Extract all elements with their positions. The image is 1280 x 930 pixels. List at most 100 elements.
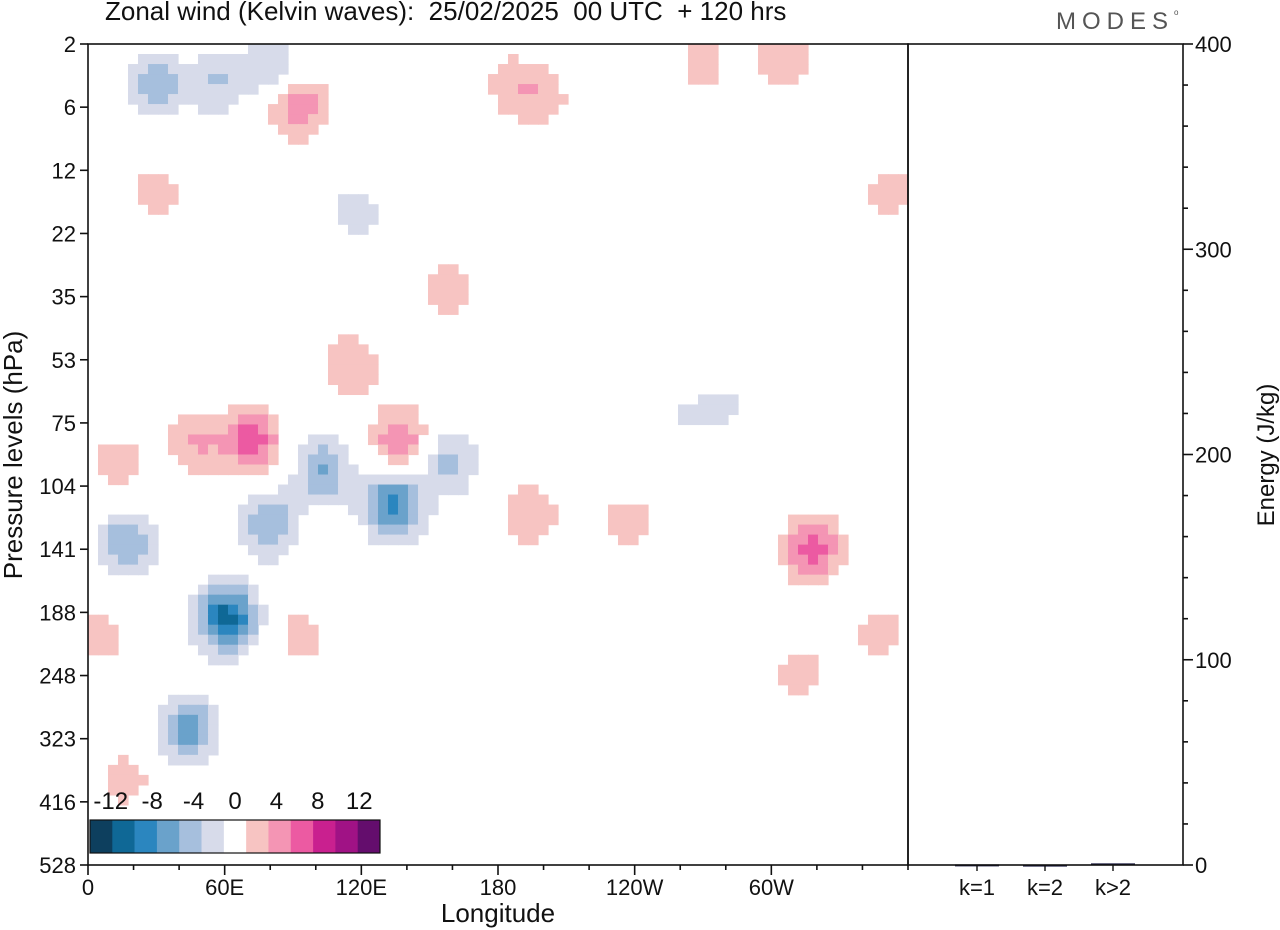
heat-cell	[258, 414, 269, 426]
heat-cell	[158, 204, 169, 215]
heat-cell	[238, 74, 249, 85]
heat-cell	[178, 84, 189, 95]
heat-cell	[98, 554, 109, 566]
heat-cell	[518, 484, 529, 496]
heat-cell	[278, 94, 289, 105]
heat-cell	[158, 184, 169, 195]
heat-cell	[388, 494, 399, 506]
heat-cell	[128, 784, 139, 796]
heat-cell	[828, 554, 839, 566]
heat-cell	[788, 524, 799, 536]
heat-cell	[828, 564, 839, 576]
heat-cell	[118, 754, 129, 766]
heat-cell	[228, 634, 239, 646]
y-tick-label: 75	[52, 411, 76, 436]
heat-cell	[878, 634, 889, 646]
heat-cell	[248, 544, 259, 556]
colorbar-tick-label: -12	[93, 788, 128, 815]
colorbar	[89, 819, 381, 854]
heat-cell	[358, 204, 369, 215]
heat-cell	[868, 194, 879, 205]
heat-cell	[268, 434, 279, 446]
y-tick-label: 248	[39, 664, 76, 689]
heat-cell	[388, 534, 399, 546]
heat-cell	[708, 54, 719, 65]
heat-cell	[268, 424, 279, 436]
heat-cell	[308, 94, 319, 105]
heat-cell	[168, 714, 179, 726]
heat-cell	[428, 274, 439, 285]
heat-cell	[418, 484, 429, 496]
heat-cell	[168, 54, 179, 65]
heat-cell	[398, 454, 409, 466]
heat-cell	[378, 424, 389, 436]
heat-cell	[438, 434, 449, 446]
heat-cell	[288, 134, 299, 145]
heat-cell	[248, 424, 259, 436]
heat-cell	[188, 74, 199, 85]
heat-cell	[318, 104, 329, 115]
heat-cell	[558, 94, 569, 105]
heat-cell	[458, 484, 469, 496]
y-tick-label: 416	[39, 790, 76, 815]
heat-cell	[338, 354, 349, 365]
heat-cell	[278, 44, 289, 55]
heat-cell	[198, 604, 209, 616]
heat-cell	[868, 184, 879, 195]
heat-cell	[188, 614, 199, 626]
heat-cell	[208, 714, 219, 726]
heat-cell	[228, 654, 239, 666]
heat-cell	[198, 94, 209, 105]
heat-cell	[538, 104, 549, 115]
heat-cell	[128, 764, 139, 776]
heat-cell	[448, 304, 459, 315]
heat-cell	[208, 724, 219, 736]
heat-cell	[278, 54, 289, 65]
heat-cell	[288, 524, 299, 536]
heat-cell	[198, 54, 209, 65]
heat-cell	[348, 194, 359, 205]
heat-cell	[808, 524, 819, 536]
heat-cell	[248, 464, 259, 476]
heat-cell	[528, 114, 539, 125]
heat-cell	[298, 104, 309, 115]
heat-cell	[438, 454, 449, 466]
heat-cell	[448, 454, 459, 466]
heat-cell	[228, 614, 239, 626]
heat-cell	[418, 494, 429, 506]
heat-cell	[148, 204, 159, 215]
heat-cell	[168, 444, 179, 456]
heat-cell	[378, 414, 389, 426]
x-tick-label: 120E	[336, 875, 387, 900]
heat-cell	[218, 634, 229, 646]
heat-cell	[468, 444, 479, 456]
energy-tick-label: 300	[1195, 237, 1232, 262]
heat-cell	[808, 564, 819, 576]
heat-cell	[208, 464, 219, 476]
heat-cell	[308, 114, 319, 125]
heat-cell	[128, 84, 139, 95]
heat-cell	[538, 524, 549, 536]
heat-cell	[798, 564, 809, 576]
heat-cell	[148, 84, 159, 95]
heat-cell	[838, 534, 849, 546]
heat-cell	[238, 454, 249, 466]
heat-cell	[148, 194, 159, 205]
heat-cell	[538, 64, 549, 75]
heat-cell	[818, 564, 829, 576]
category-label: k>2	[1095, 875, 1131, 900]
heat-cell	[368, 484, 379, 496]
heat-cell	[328, 484, 339, 496]
heat-cell	[538, 94, 549, 105]
heat-cell	[778, 74, 789, 85]
heat-cell	[768, 54, 779, 65]
heat-cell	[108, 554, 119, 566]
heat-cell	[138, 534, 149, 546]
heat-cell	[458, 274, 469, 285]
heat-cell	[228, 404, 239, 416]
heat-cell	[198, 454, 209, 466]
heat-cell	[808, 574, 819, 586]
heat-cell	[188, 414, 199, 426]
heat-cell	[128, 444, 139, 456]
heat-cell	[528, 64, 539, 75]
